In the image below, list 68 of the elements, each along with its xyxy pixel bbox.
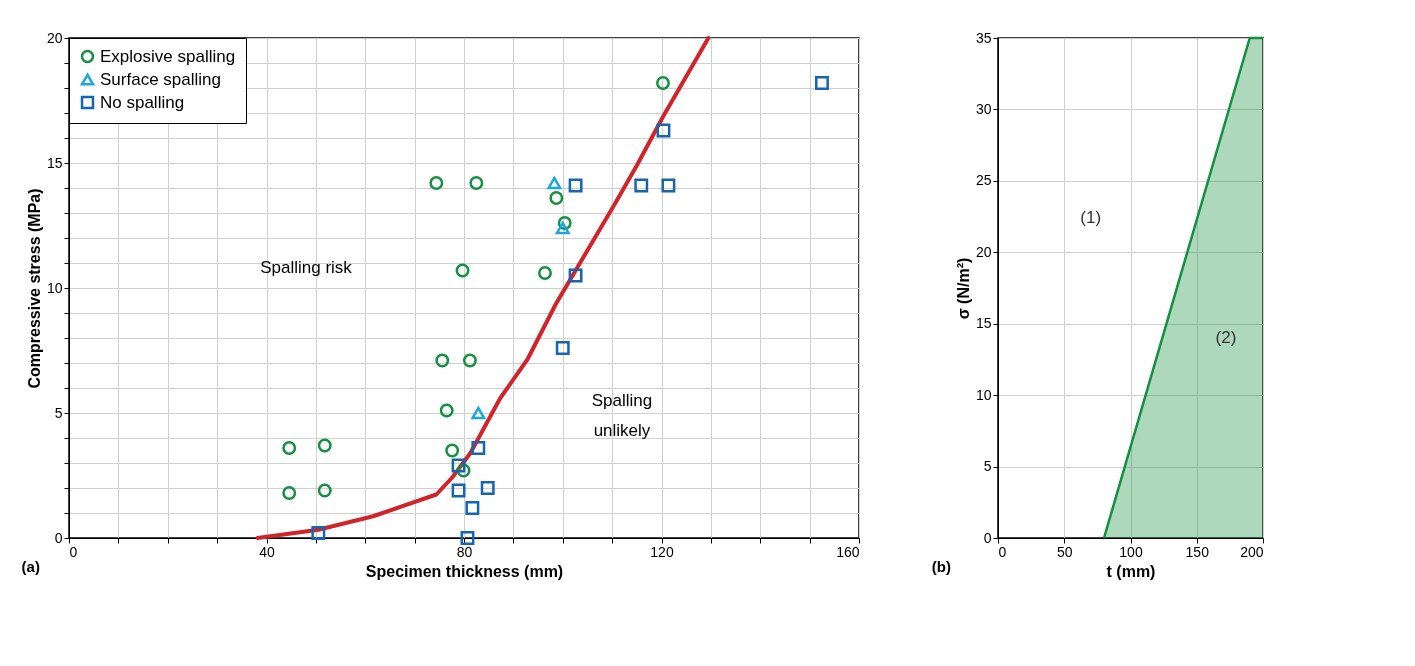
y-tick-label: 25 <box>975 172 992 189</box>
point <box>460 531 475 545</box>
point <box>471 441 486 455</box>
point <box>547 176 562 190</box>
legend-label: No spalling <box>100 92 185 112</box>
y-tick-label: 10 <box>975 386 992 403</box>
point <box>568 178 583 193</box>
point <box>480 481 495 495</box>
y-tick-label: 20 <box>975 243 992 260</box>
point <box>465 501 480 515</box>
y-tick-label: 35 <box>975 29 992 46</box>
legend-label: Explosive spalling <box>100 46 236 66</box>
x-tick-label: 80 <box>456 543 473 560</box>
point <box>429 176 444 190</box>
y-tick-label: 20 <box>46 29 63 46</box>
point <box>439 403 454 418</box>
point <box>634 178 649 193</box>
point <box>469 176 484 190</box>
point <box>462 353 477 368</box>
y-tick-label: 15 <box>975 315 992 332</box>
y-tick-label: 15 <box>46 154 63 171</box>
y-tick-label: 0 <box>54 529 63 546</box>
y-tick-label: 30 <box>975 100 992 117</box>
x-tick-label: 40 <box>259 543 275 560</box>
x-tick-label: 0 <box>998 543 1007 560</box>
y-axis-title: Compressive stress (MPa) <box>25 188 43 389</box>
point <box>445 443 460 458</box>
annotation: (2) <box>1215 328 1237 347</box>
point <box>311 526 326 540</box>
point <box>815 76 829 90</box>
annotation: Spalling unlikely <box>591 390 653 440</box>
legend-label: Surface spalling <box>100 69 221 89</box>
text: (a) <box>21 558 40 575</box>
annotation: (1) <box>1080 208 1102 227</box>
point <box>451 458 466 473</box>
point <box>656 123 671 138</box>
point <box>555 341 570 355</box>
x-tick-label: 50 <box>1056 543 1073 560</box>
x-tick-label: 160 <box>836 543 860 560</box>
y-tick-label: 5 <box>54 404 63 421</box>
point <box>661 178 676 193</box>
point <box>538 266 552 280</box>
point <box>282 441 297 455</box>
x-tick-label: 100 <box>1119 543 1143 560</box>
x-axis-title: Specimen thickness (mm) <box>365 562 564 580</box>
annotation: Spalling risk <box>260 258 353 277</box>
x-axis-title: t (mm) <box>1106 562 1156 580</box>
y-axis-title: σ (N/m²) <box>954 257 972 320</box>
point <box>451 483 466 498</box>
x-tick-label: 200 <box>1240 543 1264 560</box>
point <box>555 221 570 235</box>
line-series <box>255 36 711 540</box>
point <box>317 438 332 453</box>
point <box>282 486 297 500</box>
y-tick-label: 10 <box>46 279 63 296</box>
point <box>656 76 670 90</box>
x-tick-label: 150 <box>1185 543 1210 560</box>
y-tick-label: 0 <box>983 529 992 546</box>
x-tick-label: 120 <box>650 543 674 560</box>
x-tick-label: 0 <box>69 543 78 560</box>
text: (b) <box>931 558 951 575</box>
point <box>455 263 470 278</box>
y-tick-label: 5 <box>983 458 992 475</box>
point <box>549 191 564 205</box>
point <box>471 406 486 420</box>
point <box>435 353 450 368</box>
point <box>317 483 332 498</box>
point <box>568 268 583 283</box>
